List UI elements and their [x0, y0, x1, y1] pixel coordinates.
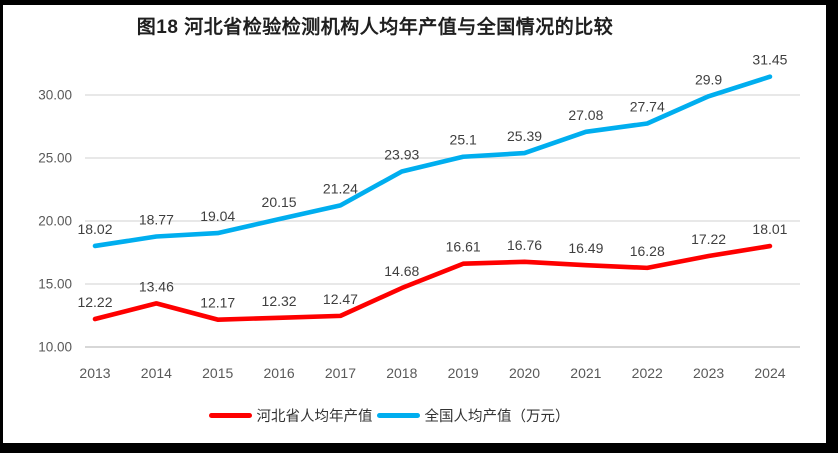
- x-axis-tick-label: 2018: [386, 365, 417, 381]
- data-label: 13.46: [139, 278, 174, 294]
- legend-item-0: 河北省人均年产值: [208, 405, 373, 426]
- y-axis-tick-label: 25.00: [38, 151, 72, 166]
- data-label: 20.15: [262, 194, 297, 210]
- y-axis-tick-labels: 10.00 15.00 20.00 25.00 30.00: [38, 88, 72, 355]
- frame-border-bottom: [0, 443, 838, 453]
- frame-border-right: [826, 0, 838, 453]
- data-label: 29.9: [695, 71, 722, 87]
- frame-border-left: [0, 0, 3, 453]
- x-axis-tick-label: 2017: [325, 365, 356, 381]
- series-lines: [92, 74, 773, 322]
- data-label: 31.45: [752, 52, 787, 68]
- data-label: 17.22: [691, 231, 726, 247]
- data-label: 14.68: [384, 263, 419, 279]
- legend: 河北省人均年产值 全国人均产值（万元）: [0, 403, 838, 427]
- data-label: 16.49: [568, 240, 603, 256]
- data-label: 27.08: [568, 107, 603, 123]
- legend-item-1: 全国人均产值（万元）: [376, 405, 570, 426]
- data-label: 16.76: [507, 237, 542, 253]
- frame-border-top: [0, 0, 838, 5]
- x-axis-tick-label: 2015: [202, 365, 233, 381]
- data-label: 25.1: [450, 132, 477, 148]
- data-label: 12.17: [200, 295, 235, 311]
- data-label: 27.74: [630, 98, 665, 114]
- data-label: 16.28: [630, 243, 665, 259]
- x-axis-tick-label: 2020: [509, 365, 540, 381]
- data-label: 12.32: [262, 293, 297, 309]
- x-axis-tick-label: 2014: [141, 365, 172, 381]
- y-axis-tick-label: 30.00: [38, 88, 72, 103]
- legend-label: 全国人均产值（万元）: [424, 408, 570, 425]
- x-axis-tick-label: 2016: [264, 365, 295, 381]
- x-axis-tick-labels: 2013 2014 2015 2016 2017 2018 2019 2020 2021 2022…: [79, 365, 785, 381]
- gridlines: [85, 94, 800, 348]
- data-label: 16.61: [446, 239, 481, 255]
- data-labels: 12.22 13.46 12.17 12.32 12.47 14.68 16.61 16.76…: [77, 52, 787, 311]
- data-label: 23.93: [384, 146, 419, 162]
- data-label: 18.77: [139, 211, 174, 227]
- legend-line-swatch: [208, 412, 252, 418]
- x-axis-tick-label: 2023: [693, 365, 724, 381]
- data-label: 18.01: [752, 221, 787, 237]
- x-axis-tick-label: 2022: [632, 365, 663, 381]
- y-axis-tick-label: 10.00: [38, 340, 72, 355]
- x-axis-tick-label: 2021: [570, 365, 601, 381]
- y-axis-tick-label: 20.00: [38, 214, 72, 229]
- data-label: 12.22: [77, 294, 112, 310]
- data-label: 12.47: [323, 291, 358, 307]
- series-line-0: [92, 243, 773, 322]
- x-axis-tick-label: 2024: [754, 365, 785, 381]
- chart-title: 图18 河北省检验检测机构人均年产值与全国情况的比较: [136, 17, 614, 38]
- data-label: 21.24: [323, 180, 358, 196]
- x-axis-tick-label: 2013: [79, 365, 110, 381]
- series-line-1: [92, 74, 773, 249]
- data-label: 19.04: [200, 208, 235, 224]
- legend-label: 河北省人均年产值: [256, 408, 373, 425]
- data-label: 25.39: [507, 128, 542, 144]
- y-axis-tick-label: 15.00: [38, 277, 72, 292]
- x-axis-tick-label: 2019: [448, 365, 479, 381]
- legend-line-swatch: [376, 412, 420, 418]
- data-label: 18.02: [77, 221, 112, 237]
